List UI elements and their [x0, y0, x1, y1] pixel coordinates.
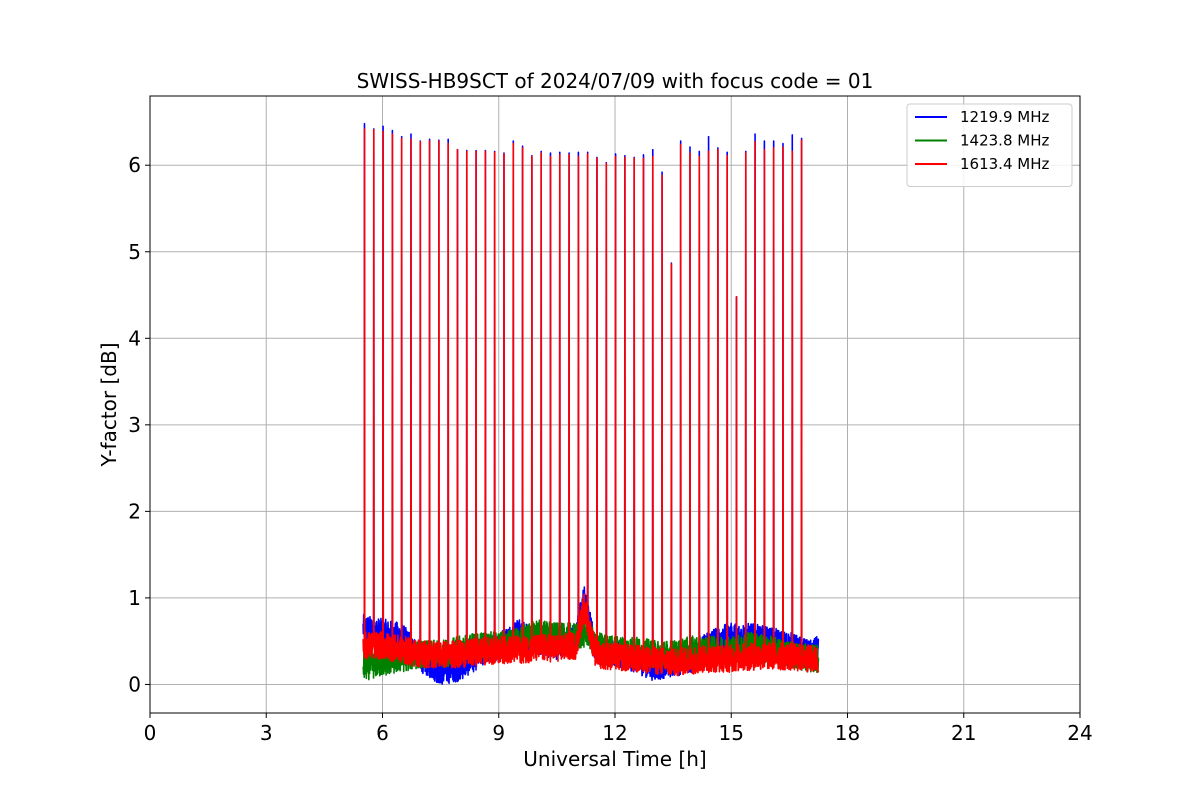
- series-layer: [362, 122, 820, 685]
- y-tick-label: 2: [128, 499, 141, 523]
- legend-label: 1219.9 MHz: [960, 108, 1049, 126]
- y-tick-label: 6: [128, 153, 141, 177]
- x-tick-label: 0: [144, 721, 157, 745]
- x-tick-label: 18: [835, 721, 860, 745]
- x-axis-title: Universal Time [h]: [523, 747, 706, 771]
- chart-title: SWISS-HB9SCT of 2024/07/09 with focus co…: [357, 69, 874, 93]
- x-tick-label: 3: [260, 721, 273, 745]
- legend-label: 1423.8 MHz: [960, 132, 1049, 150]
- legend-item: 1219.9 MHz: [915, 108, 1049, 126]
- legend-label: 1613.4 MHz: [960, 155, 1049, 173]
- legend-item: 1423.8 MHz: [915, 132, 1049, 150]
- y-tick-label: 1: [128, 586, 141, 610]
- legend: 1219.9 MHz 1423.8 MHz 1613.4 MHz: [906, 103, 1073, 187]
- x-tick-label: 6: [376, 721, 389, 745]
- legend-box: [906, 103, 1073, 187]
- x-tick-label: 15: [719, 721, 744, 745]
- y-axis-title: Y-factor [dB]: [97, 342, 121, 467]
- x-tick-label: 21: [951, 721, 976, 745]
- legend-items: 1219.9 MHz 1423.8 MHz 1613.4 MHz: [915, 108, 1049, 173]
- x-tick-label: 24: [1067, 721, 1092, 745]
- y-tick-label: 4: [128, 326, 141, 350]
- y-tick-label: 0: [128, 672, 141, 696]
- legend-item: 1613.4 MHz: [915, 155, 1049, 173]
- y-tick-label: 5: [128, 240, 141, 264]
- x-tick-label: 9: [492, 721, 505, 745]
- series-line-3: [362, 128, 820, 677]
- x-tick-label: 12: [602, 721, 627, 745]
- y-tick-label: 3: [128, 413, 141, 437]
